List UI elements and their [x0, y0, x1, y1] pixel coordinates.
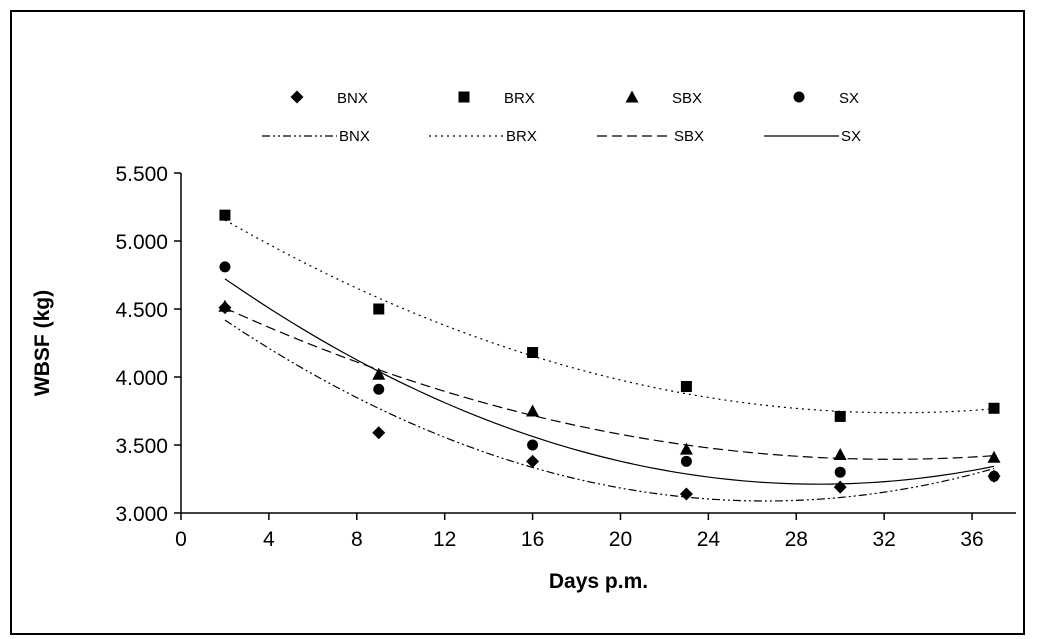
data-point-sbx	[833, 448, 847, 461]
legend-label: BNX	[337, 90, 368, 107]
data-point-sbx	[987, 450, 1001, 463]
legend-marker-sx	[793, 91, 805, 103]
data-point-brx	[834, 410, 846, 422]
trendline-sbx	[224, 307, 995, 460]
x-tick-label: 0	[175, 528, 187, 551]
legend: BNX BNX BRX BRX SBX SBX SX SX	[262, 90, 861, 145]
data-point-brx	[527, 347, 539, 359]
data-point-sx	[834, 466, 846, 478]
data-point-bnx	[679, 487, 693, 501]
legend-label: SX	[839, 90, 859, 107]
y-tick-label: 5.500	[115, 163, 168, 186]
data-point-sx	[373, 383, 385, 395]
y-axis-title: WBSF (kg)	[31, 290, 54, 396]
legend-label: BRX	[506, 128, 537, 145]
x-tick-label: 36	[960, 528, 983, 551]
y-tick-label: 3.000	[115, 503, 168, 526]
y-tick-label: 4.500	[115, 299, 168, 322]
data-point-bnx	[526, 454, 540, 468]
data-point-brx	[988, 402, 1000, 414]
y-tick-label: 3.500	[115, 435, 168, 458]
legend-label: SBX	[672, 90, 702, 107]
data-point-bnx	[833, 480, 847, 494]
legend-label: BNX	[339, 128, 370, 145]
legend-marker-brx	[458, 91, 470, 103]
trendline-brx	[224, 219, 995, 414]
x-tick-label: 28	[785, 528, 808, 551]
x-axis-title: Days p.m.	[549, 570, 648, 593]
x-tick-label: 16	[521, 528, 544, 551]
y-tick-label: 5.000	[115, 231, 168, 254]
y-tick-label: 4.000	[115, 367, 168, 390]
x-tick-label: 8	[351, 528, 363, 551]
data-point-bnx	[372, 426, 386, 440]
data-point-brx	[219, 209, 231, 221]
trendline-bnx	[224, 319, 995, 502]
data-point-sx	[219, 261, 231, 273]
trendline-sx	[224, 278, 995, 485]
data-point-sx	[988, 470, 1000, 482]
legend-label: SX	[841, 128, 861, 145]
data-point-sbx	[526, 404, 540, 417]
data-point-sx	[527, 439, 539, 451]
data-point-sbx	[372, 367, 386, 380]
data-point-sbx	[218, 299, 232, 312]
data-point-sx	[680, 455, 692, 467]
x-tick-label: 12	[433, 528, 456, 551]
legend-label: BRX	[504, 90, 535, 107]
x-tick-label: 24	[697, 528, 721, 551]
chart-frame	[10, 10, 1025, 635]
x-tick-label: 4	[263, 528, 275, 551]
x-tick-label: 32	[872, 528, 895, 551]
legend-marker-sbx	[625, 90, 639, 103]
legend-marker-bnx	[290, 90, 304, 104]
x-tick-label: 20	[609, 528, 632, 551]
data-point-sbx	[679, 442, 693, 455]
axes	[180, 173, 1016, 514]
legend-label: SBX	[674, 128, 704, 145]
data-point-brx	[373, 303, 385, 315]
data-point-brx	[680, 381, 692, 393]
